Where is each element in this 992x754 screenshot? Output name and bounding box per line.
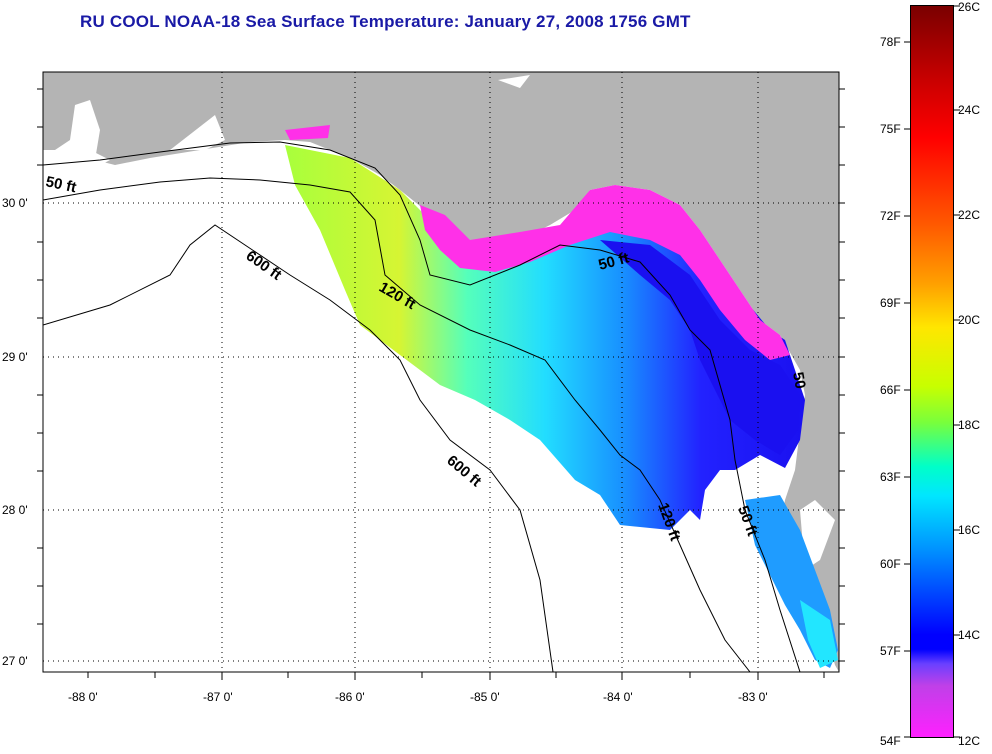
contour-50ft: [43, 141, 801, 672]
lat-label-30: 30 0': [2, 196, 28, 210]
lon-label-88: -88 0': [68, 690, 98, 704]
colorbar-f-78: 78F: [880, 35, 901, 49]
lat-label-27: 27 0': [2, 654, 28, 668]
colorbar-f-54: 54F: [880, 734, 901, 748]
sst-blue-band: [600, 240, 800, 455]
lon-label-85: -85 0': [470, 690, 500, 704]
lon-label-83: -83 0': [738, 690, 768, 704]
colorbar-c-22: 22C: [958, 208, 981, 222]
lon-label-84: -84 0': [603, 690, 633, 704]
colorbar-f-69: 69F: [880, 296, 901, 310]
grid-lines: [43, 72, 839, 672]
contour-label-50ft-west: 50 ft: [44, 173, 78, 196]
colorbar-c-12: 12C: [958, 734, 981, 748]
colorbar-f-75: 75F: [880, 122, 901, 136]
sst-cold-coastal: [420, 185, 790, 360]
colorbar-f-66: 66F: [880, 383, 901, 397]
colorbar-c-16: 16C: [958, 523, 981, 537]
map-frame: [42, 71, 840, 673]
tick-marks: [37, 88, 845, 680]
colorbar-c-18: 18C: [958, 418, 981, 432]
colorbar-f-63: 63F: [880, 470, 901, 484]
colorbar-c-24: 24C: [958, 103, 981, 117]
lat-label-28: 28 0': [2, 503, 28, 517]
lon-label-87: -87 0': [203, 690, 233, 704]
colorbar: [910, 5, 954, 738]
colorbar-c-20: 20C: [958, 313, 981, 327]
lat-label-29: 29 0': [2, 350, 28, 364]
lon-label-86: -86 0': [335, 690, 365, 704]
map-title: RU COOL NOAA-18 Sea Surface Temperature:…: [80, 12, 691, 31]
colorbar-c-14: 14C: [958, 628, 981, 642]
colorbar-f-60: 60F: [880, 557, 901, 571]
contour-600ft: [43, 224, 554, 672]
land-mass: [43, 72, 839, 672]
colorbar-f-57: 57F: [880, 644, 901, 658]
contour-label-50ft-coast: 50: [789, 371, 809, 390]
colorbar-c-26: 26C: [958, 0, 981, 14]
colorbar-f-72: 72F: [880, 209, 901, 223]
